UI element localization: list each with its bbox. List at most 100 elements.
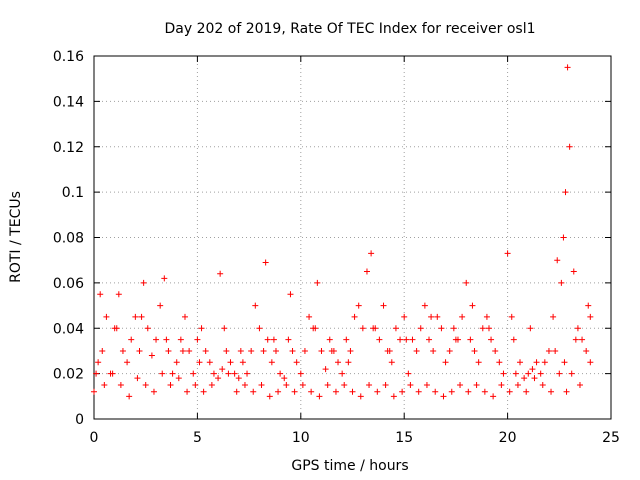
data-point [119,347,126,354]
data-point [531,375,538,382]
data-point [403,336,410,343]
data-point [332,388,339,395]
x-tick-label: 10 [292,430,310,446]
data-point [521,375,528,382]
data-point [181,313,188,320]
data-point [324,381,331,388]
data-point [355,302,362,309]
data-point [485,325,492,332]
data-point [221,325,228,332]
data-point [299,381,306,388]
data-point [421,302,428,309]
data-point [126,393,133,400]
data-point [328,347,335,354]
data-point [512,370,519,377]
y-tick-label: 0 [75,412,84,428]
data-point [587,359,594,366]
data-point [235,375,242,382]
data-point [260,347,267,354]
data-point [256,325,263,332]
y-tick-label: 0.02 [53,367,84,383]
data-point [382,381,389,388]
data-point [473,381,480,388]
data-point [233,388,240,395]
data-point [561,359,568,366]
data-point [415,388,422,395]
data-point [148,352,155,359]
data-point [585,302,592,309]
data-point [179,347,186,354]
x-tick-label: 5 [193,430,202,446]
data-point [357,393,364,400]
y-tick-label: 0.08 [53,231,84,247]
data-point [281,375,288,382]
data-point [368,250,375,257]
data-point [223,347,230,354]
data-point [99,347,106,354]
data-point [579,336,586,343]
data-point [167,381,174,388]
data-point [140,279,147,286]
data-point [392,325,399,332]
data-point [504,250,511,257]
data-point [366,381,373,388]
data-point [548,388,555,395]
data-point [446,347,453,354]
data-point [97,291,104,298]
data-point [483,313,490,320]
data-point [423,381,430,388]
data-point [264,336,271,343]
data-point [500,370,507,377]
data-point [351,313,358,320]
data-point [409,336,416,343]
data-point [558,279,565,286]
data-point [196,359,203,366]
chart-title: Day 202 of 2019, Rate Of TEC Index for r… [164,21,535,37]
data-point [345,359,352,366]
data-point [132,313,139,320]
data-point [184,388,191,395]
data-point [128,336,135,343]
data-point [566,143,573,150]
data-point [560,234,567,241]
data-point [258,381,265,388]
data-point [225,370,232,377]
data-point [508,313,515,320]
data-point [349,388,356,395]
data-point [237,347,244,354]
data-point [572,336,579,343]
data-point [142,381,149,388]
data-point [316,393,323,400]
data-point [297,370,304,377]
data-point [210,370,217,377]
data-point [322,366,329,373]
data-point [506,388,513,395]
data-point [312,325,319,332]
data-point [550,313,557,320]
data-point [293,359,300,366]
data-point [248,347,255,354]
data-point [374,388,381,395]
data-point [194,336,201,343]
data-point [562,189,569,196]
data-point [525,370,532,377]
data-point [467,336,474,343]
data-point [101,381,108,388]
data-point [541,359,548,366]
data-point [272,347,279,354]
data-point [275,388,282,395]
data-point [252,302,259,309]
y-tick-label: 0.1 [62,185,84,201]
data-point [363,268,370,275]
data-point [227,359,234,366]
y-tick-label: 0.12 [53,140,84,156]
y-tick-label: 0.04 [53,321,84,337]
data-point [537,370,544,377]
data-point [308,388,315,395]
data-point [266,393,273,400]
data-point [200,388,207,395]
data-point [291,388,298,395]
plot-frame [93,55,612,420]
data-point [545,347,552,354]
